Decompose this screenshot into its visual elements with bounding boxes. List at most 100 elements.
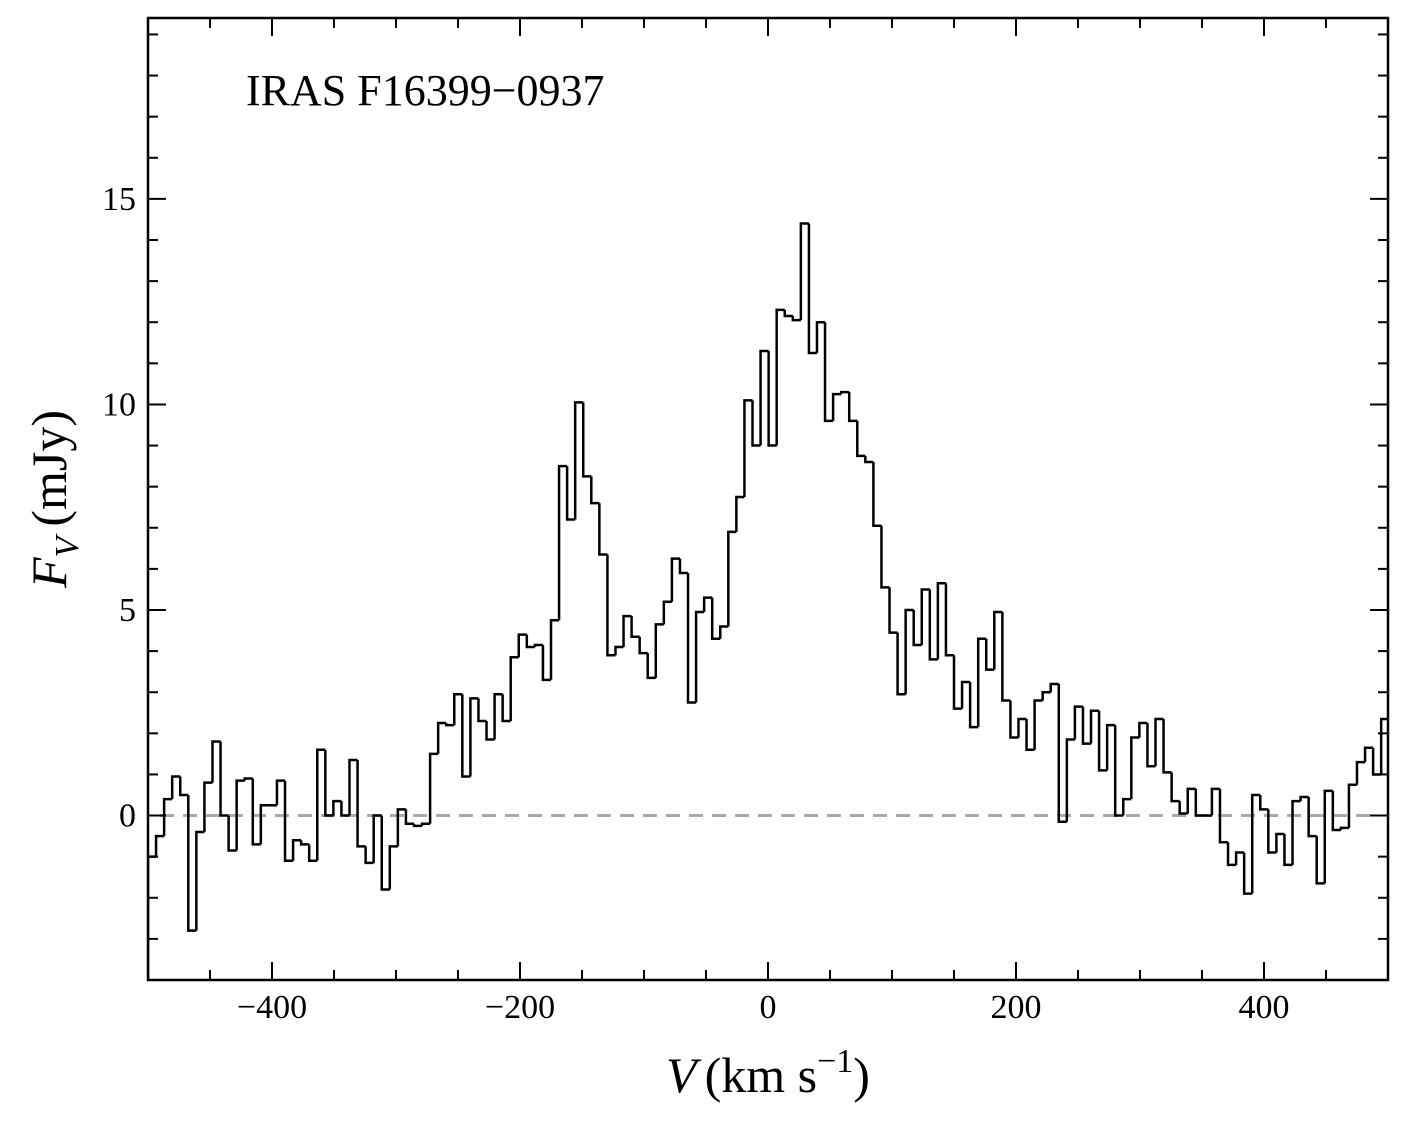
step-segment — [944, 583, 954, 657]
step-segment — [461, 694, 471, 778]
step-segment — [1097, 710, 1108, 772]
step-segment — [1331, 790, 1341, 832]
step-segment — [364, 846, 374, 865]
step-segment — [646, 653, 656, 680]
step-segment — [799, 222, 809, 321]
step-segment — [436, 721, 447, 754]
y-tick-label: 0 — [119, 798, 136, 835]
step-segment — [968, 681, 979, 729]
step-segment — [541, 644, 551, 682]
step-segment — [823, 322, 834, 423]
step-segment — [380, 815, 390, 891]
step-segment — [1113, 725, 1124, 817]
step-segment — [694, 610, 705, 703]
step-segment — [686, 573, 697, 704]
y-tick-label: 10 — [102, 386, 136, 423]
step-segment — [348, 758, 358, 816]
step-segment — [428, 752, 439, 824]
y-axis-label: FV (mJy) — [21, 410, 86, 589]
step-segment — [791, 316, 801, 322]
y-tick-label: 15 — [102, 181, 136, 218]
step-segment — [299, 840, 310, 846]
step-segment — [1226, 842, 1237, 867]
step-segment — [598, 503, 608, 556]
step-segment — [815, 320, 826, 354]
step-segment — [936, 582, 946, 660]
step-segment — [1250, 793, 1261, 894]
step-segment — [831, 392, 842, 421]
step-segment — [501, 694, 511, 723]
step-segment — [1363, 746, 1374, 763]
step-segment — [1146, 723, 1156, 768]
step-segment — [469, 697, 479, 777]
step-segment — [549, 619, 560, 680]
step-segment — [1242, 852, 1253, 895]
x-label-symbol: V — [666, 1047, 702, 1103]
step-segment — [1009, 700, 1019, 739]
step-segment — [162, 797, 173, 837]
step-segment — [420, 822, 431, 826]
step-segment — [332, 799, 342, 816]
step-segment — [307, 844, 318, 863]
step-segment — [590, 476, 600, 505]
step-segment — [1073, 705, 1083, 740]
step-segment — [324, 749, 334, 817]
step-segment — [847, 392, 858, 423]
step-segment — [291, 838, 302, 861]
step-segment — [638, 636, 648, 655]
step-segment — [775, 308, 785, 446]
annotation: IRAS F16399−0937 — [246, 66, 605, 115]
step-segment — [1049, 682, 1059, 693]
y-label-symbol: F — [21, 557, 77, 589]
x-label-unit: (km s — [705, 1047, 818, 1103]
step-segment — [678, 558, 689, 575]
step-segment — [1299, 795, 1309, 802]
step-segment — [444, 723, 455, 727]
step-segment — [251, 778, 261, 846]
step-segment — [1017, 717, 1027, 738]
step-segment — [1194, 788, 1204, 817]
step-segment — [477, 698, 487, 723]
step-segment — [1105, 723, 1116, 771]
step-segment — [1057, 684, 1067, 823]
step-segment — [316, 748, 326, 861]
step-segment — [1307, 797, 1317, 838]
step-segment — [880, 525, 890, 589]
step-segment — [1291, 799, 1301, 865]
step-segment — [856, 420, 866, 458]
step-segment — [195, 830, 205, 931]
step-segment — [662, 600, 672, 625]
step-segment — [412, 823, 423, 828]
step-segment — [872, 462, 882, 527]
step-segment — [1267, 809, 1277, 854]
step-segment — [211, 740, 221, 783]
step-segment — [1315, 836, 1325, 885]
step-segment — [1162, 718, 1172, 774]
step-segment — [735, 495, 745, 532]
step-segment — [485, 721, 495, 741]
x-tick-label: 0 — [760, 989, 777, 1026]
step-segment — [1122, 797, 1132, 816]
step-segment — [912, 610, 922, 647]
step-segment — [670, 557, 680, 602]
y-label-unit: (mJy) — [21, 410, 77, 527]
step-segment — [710, 597, 721, 641]
step-segment — [243, 777, 253, 781]
step-segment — [702, 596, 713, 613]
step-segment — [235, 779, 245, 851]
step-segment — [606, 554, 616, 657]
axes-frame — [146, 16, 1390, 982]
step-segment — [227, 815, 237, 852]
step-segment — [404, 809, 414, 826]
step-segment — [1210, 787, 1220, 816]
step-segment — [396, 808, 406, 847]
x-label-superscript: −1 — [817, 1043, 853, 1080]
x-tick-label: −200 — [485, 989, 555, 1026]
step-segment — [1379, 717, 1388, 775]
step-segment — [1033, 699, 1043, 750]
step-segment — [275, 779, 286, 806]
step-segment — [1323, 789, 1333, 884]
step-segment — [1170, 772, 1180, 803]
